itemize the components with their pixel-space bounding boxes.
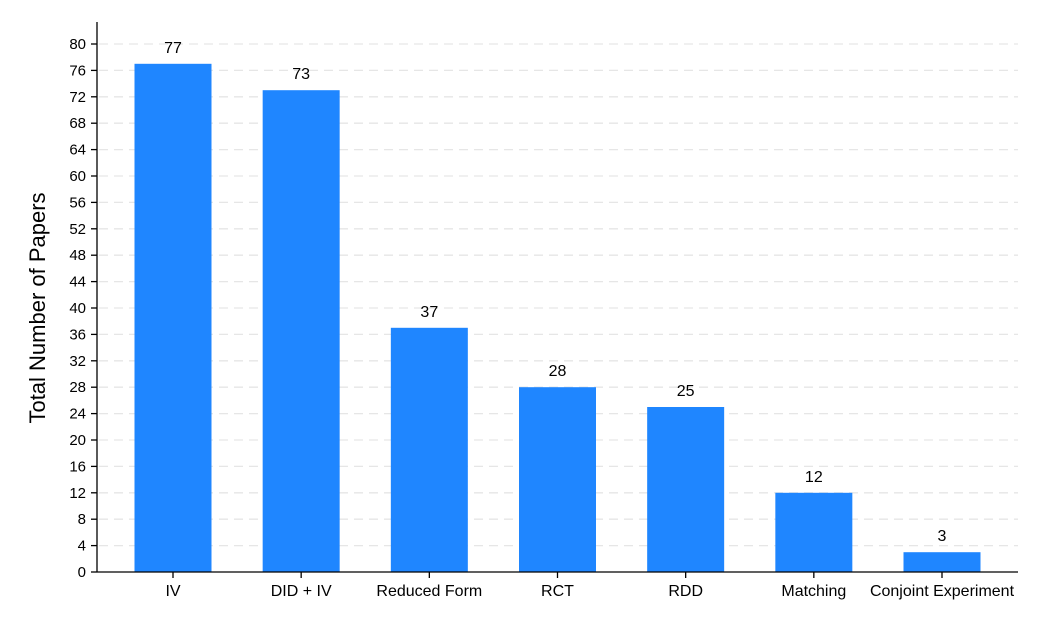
- x-axis-category-labels: IV DID + IV Reduced Form RCT RDD Matching Conj…: [165, 572, 1015, 600]
- bar-value-label: 28: [549, 363, 567, 380]
- x-category-label: RCT: [541, 583, 574, 600]
- y-tick-label: 48: [69, 247, 86, 264]
- x-category-label: Reduced Form: [376, 583, 482, 600]
- y-tick-label: 16: [69, 458, 86, 475]
- bar-value-label: 73: [292, 66, 310, 83]
- bar-value-label: 37: [420, 304, 438, 321]
- x-category-label: IV: [165, 583, 180, 600]
- y-tick-label: 72: [69, 89, 86, 106]
- bar-value-label: 3: [938, 528, 947, 545]
- y-tick-label: 20: [69, 432, 86, 449]
- x-category-label: RDD: [668, 583, 703, 600]
- bar-value-label: 25: [677, 383, 695, 400]
- bar: [390, 327, 468, 572]
- bar: [775, 492, 853, 572]
- bar: [647, 407, 725, 572]
- y-tick-label: 60: [69, 168, 86, 185]
- bar-value-label: 12: [805, 469, 823, 486]
- y-tick-label: 24: [69, 406, 86, 423]
- y-tick-label: 76: [69, 62, 86, 79]
- x-category-label: Conjoint Experiment: [870, 583, 1015, 600]
- y-tick-label: 80: [69, 36, 86, 53]
- bar-value-label: 77: [164, 40, 182, 57]
- y-tick-label: 0: [78, 564, 86, 581]
- y-tick-label: 64: [69, 142, 86, 159]
- bar: [134, 63, 212, 573]
- bars: [134, 63, 981, 573]
- bar: [903, 552, 981, 572]
- gridlines: [99, 43, 1018, 547]
- y-tick-label: 12: [69, 485, 86, 502]
- y-tick-label: 28: [69, 379, 86, 396]
- y-tick-label: 32: [69, 353, 86, 370]
- y-tick-label: 56: [69, 194, 86, 211]
- y-tick-label: 44: [69, 274, 86, 291]
- y-axis-title: Total Number of Papers: [25, 192, 50, 423]
- y-tick-label: 68: [69, 115, 86, 132]
- bar-value-labels: 77 73 37 28 25 12 3: [164, 40, 946, 545]
- y-tick-label: 40: [69, 300, 86, 317]
- bar: [262, 90, 340, 572]
- y-tick-label: 4: [78, 538, 86, 555]
- x-category-label: Matching: [781, 583, 846, 600]
- x-category-label: DID + IV: [271, 583, 332, 600]
- y-tick-label: 52: [69, 221, 86, 238]
- bar: [519, 387, 596, 572]
- y-tick-label: 36: [69, 326, 86, 343]
- y-tick-label: 8: [78, 511, 86, 528]
